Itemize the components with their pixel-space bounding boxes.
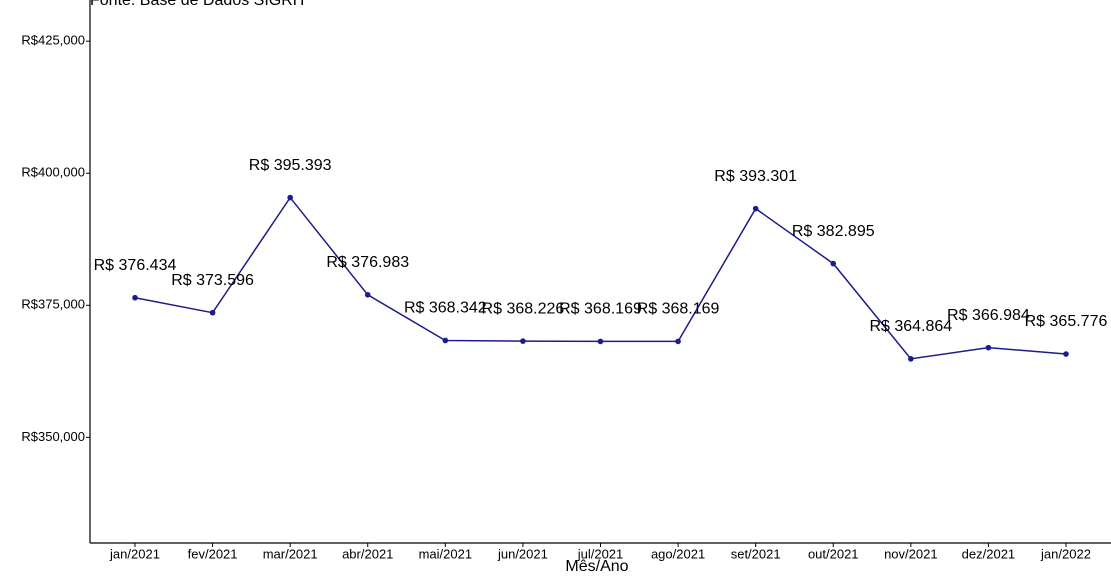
x-tick-label: nov/2021 — [884, 546, 938, 561]
data-label: R$ 376.983 — [326, 254, 409, 271]
data-label: R$ 368.169 — [637, 301, 720, 318]
data-label: R$ 366.984 — [947, 307, 1030, 324]
data-label: R$ 368.342 — [404, 300, 487, 317]
data-label: R$ 373.596 — [171, 272, 254, 289]
data-point — [752, 205, 759, 212]
x-tick-label: jun/2021 — [497, 546, 548, 561]
x-tick-label: abr/2021 — [342, 546, 393, 561]
x-tick-label: mai/2021 — [419, 546, 472, 561]
data-point — [908, 356, 914, 362]
y-tick-label: R$425,000 — [21, 33, 85, 48]
data-label: R$ 364.864 — [869, 318, 952, 335]
data-label: R$ 368.226 — [482, 300, 565, 317]
data-label: R$ 365.776 — [1025, 313, 1108, 330]
data-point — [675, 338, 681, 345]
x-tick-label: set/2021 — [731, 546, 781, 561]
x-tick-label: ago/2021 — [651, 546, 705, 561]
data-point — [132, 294, 138, 301]
data-label: R$ 368.169 — [559, 301, 642, 318]
data-point — [1063, 351, 1069, 357]
data-label: R$ 376.434 — [94, 257, 177, 274]
x-tick-label: mar/2021 — [263, 546, 318, 561]
x-tick-label: out/2021 — [808, 546, 859, 561]
x-axis-title: Mês/Ano — [565, 558, 628, 575]
data-point — [209, 309, 216, 316]
y-tick-label: R$400,000 — [21, 165, 85, 180]
data-label: R$ 393.301 — [714, 168, 797, 185]
x-tick-label: jan/2021 — [109, 546, 160, 561]
x-tick-label: jan/2022 — [1040, 546, 1091, 561]
x-tick-label: jul/2021 — [577, 546, 624, 561]
data-label: R$ 382.895 — [792, 223, 875, 240]
x-tick-label: fev/2021 — [188, 546, 238, 561]
data-point — [442, 337, 449, 344]
y-tick-label: R$375,000 — [21, 297, 85, 312]
chart-subtitle: Fonte: Base de Dados SIGRH — [90, 0, 304, 9]
x-tick-label: dez/2021 — [962, 546, 1016, 561]
data-point — [364, 292, 371, 298]
data-point — [830, 260, 837, 267]
y-tick-label: R$350,000 — [21, 429, 85, 444]
data-point — [985, 344, 992, 351]
data-point — [287, 194, 293, 201]
data-point — [520, 338, 526, 344]
data-point — [597, 338, 604, 345]
data-label: R$ 395.393 — [249, 157, 332, 174]
